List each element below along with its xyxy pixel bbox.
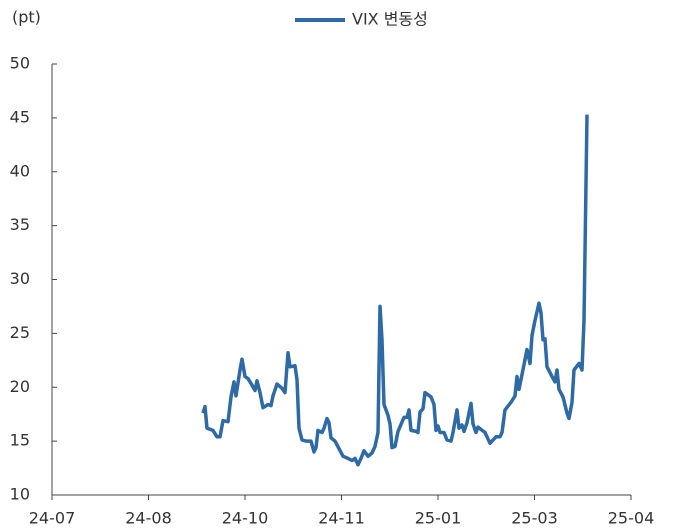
x-tick-label: 25-03 [511,509,558,528]
y-tick-label: 30 [10,269,30,288]
x-tick-label: 25-04 [608,509,655,528]
legend-label: VIX 변동성 [352,10,428,29]
y-unit: (pt) [12,8,41,27]
y-tick-label: 10 [10,485,30,504]
y-tick-label: 40 [10,161,30,180]
y-tick-label: 20 [10,377,30,396]
y-tick-label: 50 [10,54,30,73]
x-tick-label: 24-10 [222,509,269,528]
y-tick-label: 45 [10,107,30,126]
x-tick-label: 24-11 [318,509,365,528]
y-tick-label: 25 [10,323,30,342]
y-tick-label: 15 [10,431,30,450]
x-tick-label: 24-08 [125,509,172,528]
y-tick-label: 35 [10,215,30,234]
x-tick-label: 24-07 [29,509,76,528]
data-line [201,114,589,467]
x-tick-label: 25-01 [415,509,462,528]
